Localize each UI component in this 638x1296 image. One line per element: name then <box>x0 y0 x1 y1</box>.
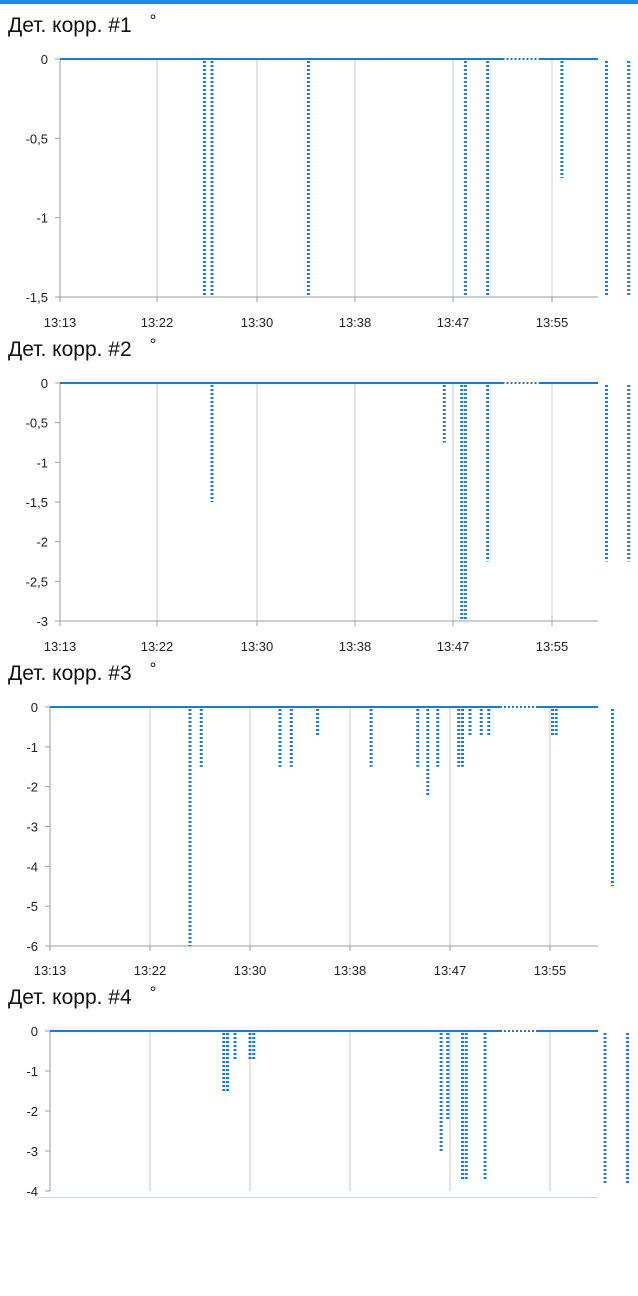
y-tick-label: 0 <box>41 376 48 391</box>
x-tick-label: 13:55 <box>534 963 567 978</box>
chart-title: Дет. корр. #1 ° <box>8 11 157 37</box>
x-tick-label: 13:55 <box>536 315 569 330</box>
y-tick-label: 0 <box>41 52 48 67</box>
unit-label: ° <box>149 335 157 354</box>
x-tick-label: 13:47 <box>437 639 470 654</box>
y-tick-label: -3 <box>26 1144 38 1159</box>
x-tick-label: 13:13 <box>44 315 77 330</box>
chart-plot-4: 0 -1 -2 -3 -4 <box>26 1024 629 1199</box>
y-tick-label: -2 <box>26 780 38 795</box>
y-tick-label: -0,5 <box>26 131 48 146</box>
x-tick-label: 13:22 <box>141 639 174 654</box>
x-tick-label: 13:38 <box>334 963 367 978</box>
chart-plot-1: 0 -0,5 -1 -1,5 13:13 13:22 13:30 13:38 13:47 13:5… <box>26 52 631 330</box>
x-tick-label: 13:30 <box>241 315 274 330</box>
y-tick-label: -2,5 <box>26 574 48 589</box>
chart-title: Дет. корр. #3 ° <box>8 659 157 685</box>
y-tick-label: -3 <box>26 820 38 835</box>
x-tick-label: 13:30 <box>241 639 274 654</box>
y-tick-label: -6 <box>26 939 38 954</box>
unit-label: ° <box>149 11 157 30</box>
unit-label: ° <box>149 983 157 1002</box>
y-tick-label: -2 <box>26 1104 38 1119</box>
x-tick-label: 13:55 <box>536 639 569 654</box>
y-tick-label: -5 <box>26 899 38 914</box>
chart-panel-4: Дет. корр. #4 ° 0 -1 -2 -3 -4 <box>0 972 638 1296</box>
chart-title: Дет. корр. #4 ° <box>8 983 157 1009</box>
y-tick-label: -2 <box>36 535 48 550</box>
y-tick-label: -3 <box>36 614 48 629</box>
bottom-divider <box>38 1197 598 1198</box>
chart-title: Дет. корр. #2 ° <box>8 335 157 361</box>
x-tick-label: 13:13 <box>44 639 77 654</box>
top-accent-bar <box>0 0 638 4</box>
x-tick-label: 13:38 <box>339 639 372 654</box>
chart-plot-2: 0 -0,5 -1 -1,5 -2 -2,5 -3 13:13 13:22 13:30 13:38 1… <box>26 376 631 654</box>
y-tick-label: -1 <box>36 455 48 470</box>
x-tick-label: 13:38 <box>339 315 372 330</box>
y-tick-label: -1,5 <box>26 290 48 305</box>
y-tick-label: -1 <box>26 1064 38 1079</box>
x-tick-label: 13:13 <box>34 963 67 978</box>
x-tick-label: 13:47 <box>437 315 470 330</box>
y-tick-label: 0 <box>31 1024 38 1039</box>
x-tick-label: 13:47 <box>434 963 467 978</box>
x-tick-label: 13:30 <box>234 963 267 978</box>
y-tick-label: -1,5 <box>26 495 48 510</box>
chart-plot-3: 0 -1 -2 -3 -4 -5 -6 13:13 13:22 13:30 13:38 13:47 13… <box>26 700 614 978</box>
unit-label: ° <box>149 659 157 678</box>
chart-panel-1: Дет. корр. #1 ° 0 -0,5 -1 -1,5 13:13 13:22 13:3… <box>0 0 638 330</box>
y-tick-label: -4 <box>26 859 38 874</box>
y-tick-label: -0,5 <box>26 416 48 431</box>
y-tick-label: -4 <box>26 1184 38 1199</box>
x-tick-label: 13:22 <box>134 963 167 978</box>
chart-panel-3: Дет. корр. #3 ° 0 -1 -2 -3 -4 -5 -6 13:13 13:22 13… <box>0 648 638 978</box>
y-tick-label: -1 <box>36 211 48 226</box>
y-tick-label: -1 <box>26 740 38 755</box>
x-tick-label: 13:22 <box>141 315 174 330</box>
y-tick-label: 0 <box>31 700 38 715</box>
chart-panel-2: Дет. корр. #2 ° 0 -0,5 -1 -1,5 -2 -2,5 -3 13:13 1… <box>0 324 638 654</box>
